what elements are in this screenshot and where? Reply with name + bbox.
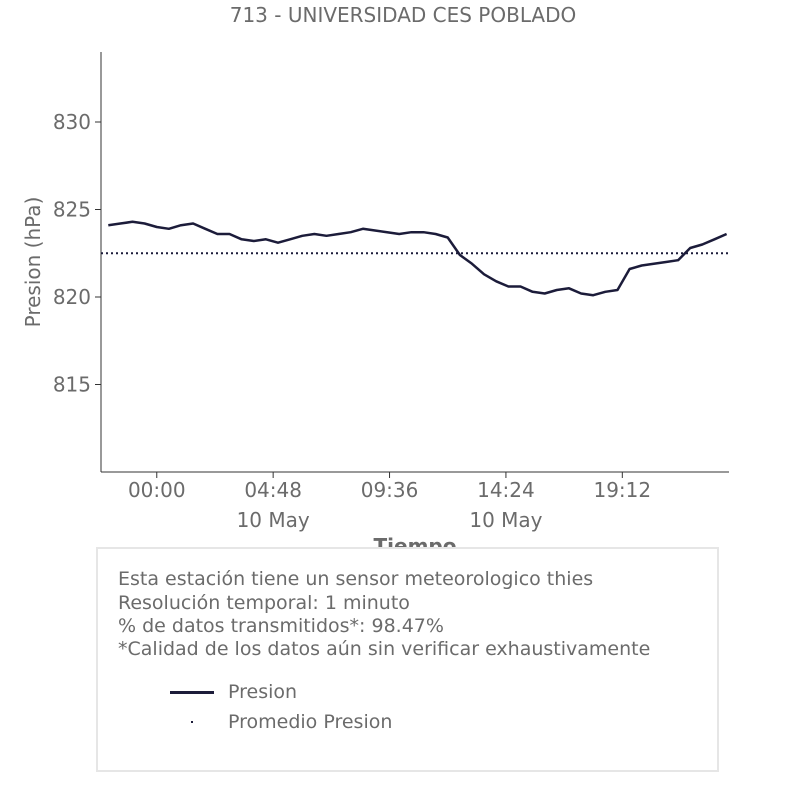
x-tick-label: 09:36: [361, 478, 419, 502]
legend-label-promedio: Promedio Presion: [228, 711, 393, 733]
y-tick-label: 815: [53, 373, 91, 397]
info-line-transmitted: % de datos transmitidos*: 98.47%: [118, 615, 444, 637]
legend-dot-swatch: [191, 721, 193, 723]
info-line-sensor: Esta estación tiene un sensor meteorolog…: [118, 568, 594, 590]
y-tick-label: 820: [53, 285, 91, 309]
pressure-series-line: [108, 220, 728, 297]
legend-label-presion: Presion: [228, 681, 298, 703]
x-tick-sublabel: 10 May: [237, 508, 310, 532]
info-line-resolution: Resolución temporal: 1 minuto: [118, 592, 410, 614]
x-tick-sublabel: 10 May: [469, 508, 542, 532]
series: [101, 220, 729, 297]
x-tick-label: 14:24: [477, 478, 535, 502]
x-tick-label: 00:00: [128, 478, 186, 502]
axes: [95, 52, 729, 478]
legend-line-swatch: [170, 691, 214, 694]
info-box: Esta estación tiene un sensor meteorolog…: [96, 547, 719, 772]
chart-title: 713 - UNIVERSIDAD CES POBLADO: [229, 3, 577, 27]
pressure-chart: 815 820 825 830 00:00 04:48 10 May 09:36 14:24 10…: [21, 52, 729, 558]
y-axis-label: Presion (hPa): [21, 197, 45, 328]
x-tick-label: 19:12: [593, 478, 651, 502]
tick-labels: 815 820 825 830 00:00 04:48 10 May 09:36 14:24 10…: [53, 110, 651, 532]
x-tick-label: 04:48: [244, 478, 302, 502]
y-tick-label: 825: [53, 198, 91, 222]
info-line-quality: *Calidad de los datos aún sin verificar …: [118, 638, 651, 660]
y-tick-label: 830: [53, 110, 91, 134]
